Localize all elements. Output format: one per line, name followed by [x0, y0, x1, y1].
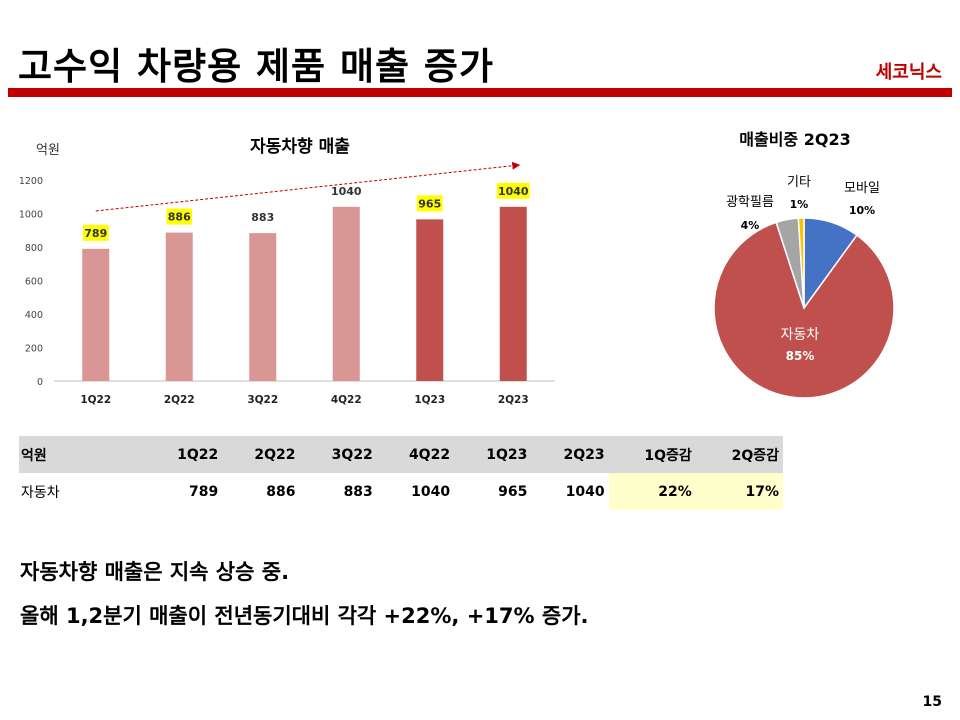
revenue-table: 억원 1Q22 2Q22 3Q22 4Q22 1Q23 2Q23 1Q증감 2Q… [19, 436, 783, 510]
table-cell: 965 [498, 483, 528, 500]
pie-label-name: 자동차 [781, 327, 820, 343]
x-tick-label: 2Q23 [498, 394, 529, 406]
x-tick-label: 2Q22 [164, 394, 195, 406]
bar-chart-title: 자동차향 매출 [250, 136, 350, 157]
summary-line-2: 올해 1,2분기 매출이 전년동기대비 각각 +22%, +17% 증가. [20, 604, 589, 628]
bar-2Q22 [165, 232, 193, 381]
header-divider [8, 88, 952, 97]
bar-3Q22 [249, 233, 277, 381]
value-label-1Q22: 789 [84, 227, 107, 240]
table-row: 자동차 789 886 883 1040 965 1040 22% 17% [19, 473, 783, 510]
table-header-unit: 억원 [19, 436, 145, 473]
x-tick-label: 4Q22 [331, 394, 362, 406]
table-header-row: 억원 1Q22 2Q22 3Q22 4Q22 1Q23 2Q23 1Q증감 2Q… [19, 436, 783, 473]
table-header: 1Q22 [145, 436, 223, 473]
pie-label-name: 기타 [787, 175, 811, 190]
pie-chart-title: 매출비중 2Q23 [739, 130, 850, 149]
table-cell-category: 자동차 [21, 484, 60, 501]
table-header: 1Q증감 [608, 436, 696, 473]
value-label-highlight [82, 224, 109, 241]
table-header: 2Q22 [222, 436, 300, 473]
value-label-2Q22: 886 [168, 211, 191, 224]
table-header: 4Q22 [376, 436, 455, 473]
table-cell: 1040 [411, 483, 451, 500]
summary-line-1: 자동차향 매출은 지속 상승 중. [20, 560, 290, 584]
revenue-share-pie-chart: 매출비중 2Q23 모바일 10% 자동차 85% 광학필름 4% 기타 1% [713, 130, 895, 399]
table-cell: 789 [189, 483, 219, 500]
value-label-2Q23: 1040 [498, 185, 529, 198]
pie-label-value: 4% [741, 219, 760, 232]
table-header: 2Q23 [531, 436, 609, 473]
y-tick-label: 1000 [19, 210, 43, 221]
bar-4Q22 [332, 206, 360, 381]
x-tick-label: 1Q22 [80, 394, 111, 406]
brand-name: 세코닉스 [875, 62, 942, 83]
y-tick-label: 200 [25, 344, 43, 355]
x-tick-label: 3Q22 [247, 394, 278, 406]
pie-slice-자동차 [713, 221, 895, 399]
pie-slice-기타 [797, 217, 805, 309]
y-tick-label: 400 [25, 310, 43, 321]
y-tick-label: 1200 [19, 176, 43, 187]
pie-label-value: 1% [790, 198, 809, 211]
pie-label-value: 10% [849, 204, 875, 217]
table-header: 2Q증감 [695, 436, 783, 473]
value-label-highlight [416, 195, 443, 212]
page-number: 15 [922, 694, 942, 710]
bar-1Q22 [82, 248, 110, 381]
value-label-1Q23: 965 [418, 197, 441, 210]
y-tick-label: 600 [25, 277, 43, 288]
revenue-bar-chart: 억원 자동차향 매출 0 200 400 600 800 1000 1200 789 1Q22 886… [19, 136, 555, 406]
bar-2Q23 [499, 206, 527, 381]
value-label-4Q22: 1040 [331, 185, 362, 198]
table-cell: 1040 [565, 483, 605, 500]
x-tick-label: 1Q23 [414, 394, 445, 406]
value-label-highlight [166, 208, 193, 225]
pie-label-name: 광학필름 [726, 195, 774, 210]
y-axis-unit-label: 억원 [36, 143, 60, 158]
pie-label-value: 85% [786, 349, 815, 363]
trend-arrow [95, 161, 521, 212]
table-cell: 886 [266, 483, 296, 500]
table-cell-growth: 17% [695, 473, 783, 510]
table-header: 1Q23 [454, 436, 532, 473]
bar-1Q23 [416, 219, 444, 381]
page-title: 고수익 차량용 제품 매출 증가 [18, 45, 495, 88]
value-label-highlight [496, 182, 530, 199]
table-cell-growth: 22% [608, 473, 696, 510]
value-label-3Q22: 883 [251, 211, 274, 224]
table-header: 3Q22 [299, 436, 377, 473]
y-tick-label: 800 [25, 243, 43, 254]
pie-label-name: 모바일 [844, 181, 880, 196]
table-cell: 883 [343, 483, 373, 500]
y-tick-label: 0 [37, 377, 43, 388]
